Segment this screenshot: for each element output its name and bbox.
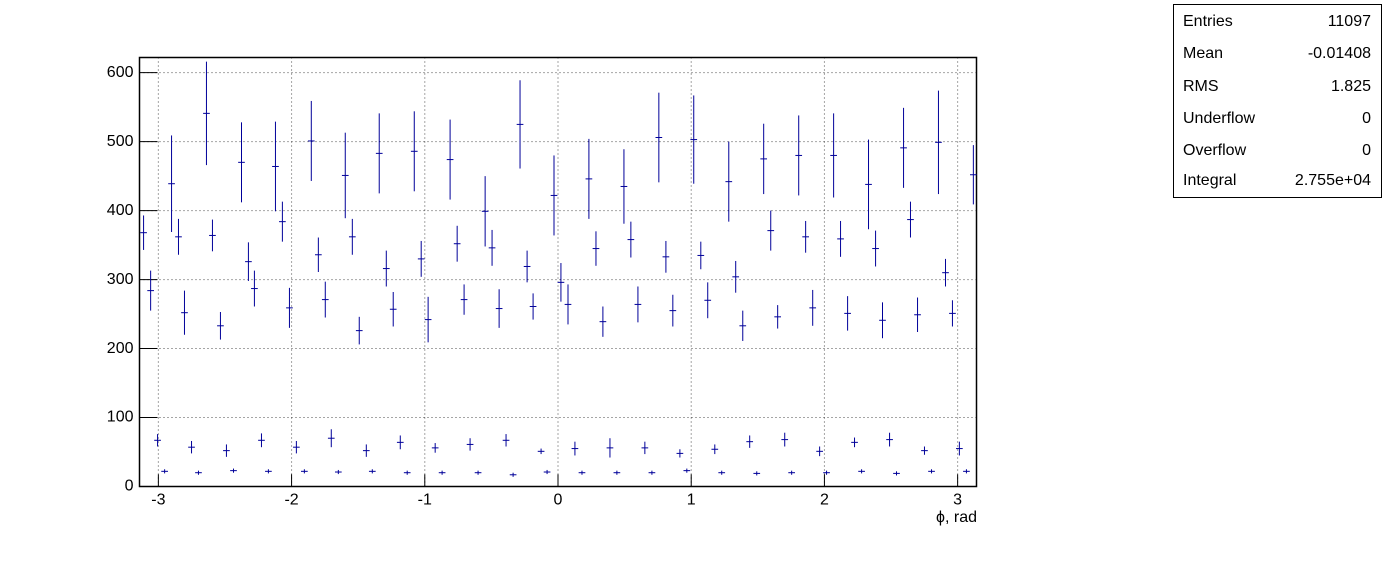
y-tick-label: 400 [107, 202, 134, 219]
y-tick-label: 600 [107, 64, 134, 81]
stats-value: 11097 [1328, 13, 1371, 30]
stats-label: Entries [1183, 13, 1233, 30]
x-tick-label: -2 [284, 492, 298, 509]
x-tick-label: 0 [554, 492, 563, 509]
stats-label: RMS [1183, 78, 1219, 95]
stats-value: 0 [1362, 110, 1371, 127]
stats-value: 1.825 [1331, 78, 1371, 95]
y-tick-label: 100 [107, 409, 134, 426]
y-tick-label: 200 [107, 340, 134, 357]
stats-label: Mean [1183, 45, 1223, 62]
stats-label: Overflow [1183, 142, 1247, 159]
x-tick-label: -1 [418, 492, 432, 509]
stats-box [1173, 4, 1382, 198]
y-tick-label: 300 [107, 271, 134, 288]
stats-value: 0 [1362, 142, 1371, 159]
stats-label: Integral [1183, 172, 1236, 189]
x-axis-title: ϕ, rad [936, 509, 977, 526]
y-tick-label: 500 [107, 133, 134, 150]
stats-label: Underflow [1183, 110, 1255, 127]
y-tick-label: 0 [125, 478, 134, 495]
stats-value: -0.01408 [1308, 45, 1371, 62]
stats-value: 2.755e+04 [1295, 172, 1371, 189]
x-tick-label: -3 [151, 492, 165, 509]
x-tick-label: 3 [953, 492, 962, 509]
x-tick-label: 2 [820, 492, 829, 509]
x-tick-label: 1 [687, 492, 696, 509]
